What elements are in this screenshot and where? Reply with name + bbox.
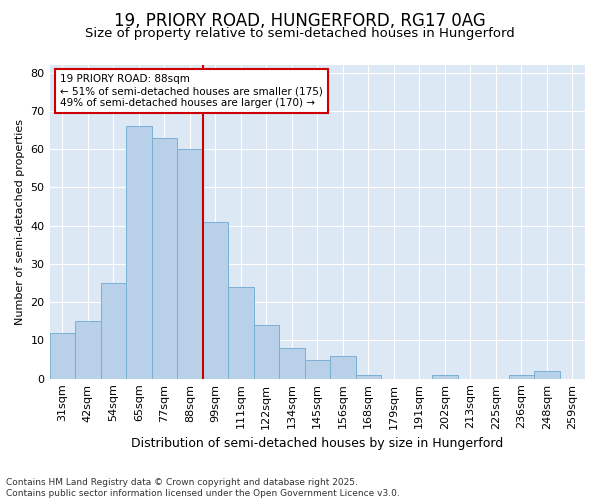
Bar [509, 375, 534, 378]
Bar [254, 325, 279, 378]
Bar [228, 287, 254, 378]
Bar [152, 138, 177, 378]
Bar [50, 333, 75, 378]
Bar [356, 375, 381, 378]
Bar [279, 348, 305, 378]
Y-axis label: Number of semi-detached properties: Number of semi-detached properties [15, 119, 25, 325]
Bar [126, 126, 152, 378]
Bar [203, 222, 228, 378]
Bar [305, 360, 330, 378]
Bar [101, 283, 126, 378]
Bar [177, 149, 203, 378]
Text: 19, PRIORY ROAD, HUNGERFORD, RG17 0AG: 19, PRIORY ROAD, HUNGERFORD, RG17 0AG [114, 12, 486, 30]
Text: Contains HM Land Registry data © Crown copyright and database right 2025.
Contai: Contains HM Land Registry data © Crown c… [6, 478, 400, 498]
Text: 19 PRIORY ROAD: 88sqm
← 51% of semi-detached houses are smaller (175)
49% of sem: 19 PRIORY ROAD: 88sqm ← 51% of semi-deta… [60, 74, 323, 108]
Bar [330, 356, 356, 378]
Bar [432, 375, 458, 378]
Text: Size of property relative to semi-detached houses in Hungerford: Size of property relative to semi-detach… [85, 28, 515, 40]
Bar [534, 371, 560, 378]
Bar [75, 322, 101, 378]
X-axis label: Distribution of semi-detached houses by size in Hungerford: Distribution of semi-detached houses by … [131, 437, 503, 450]
